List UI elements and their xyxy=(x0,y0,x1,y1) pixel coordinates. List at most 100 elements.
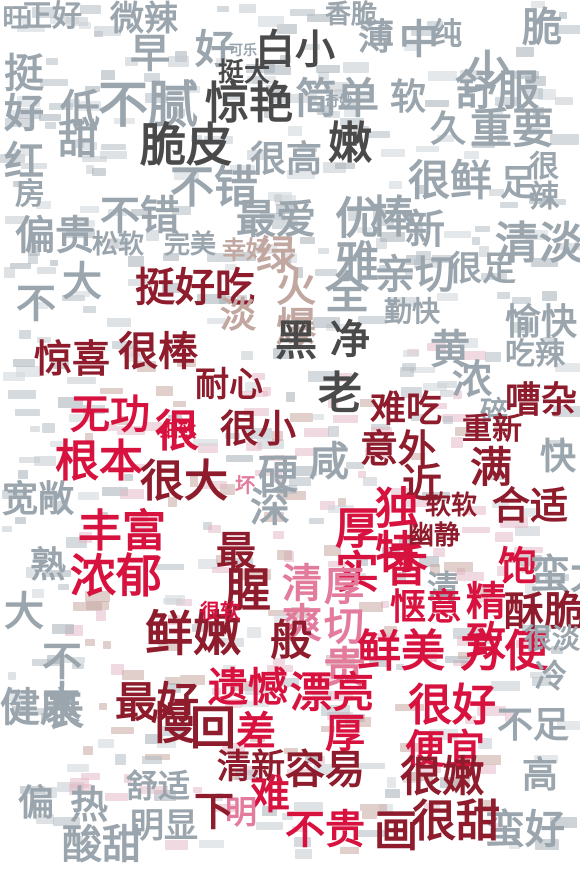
cloud-filler xyxy=(216,555,229,564)
cloud-filler xyxy=(382,547,400,557)
cloud-filler xyxy=(201,481,227,489)
cloud-filler xyxy=(353,126,369,133)
word: 薄 xyxy=(358,17,395,58)
cloud-filler xyxy=(156,564,184,570)
cloud-filler xyxy=(277,491,306,500)
cloud-filler xyxy=(216,58,227,64)
word: 遗憾 xyxy=(208,665,288,711)
cloud-filler xyxy=(246,442,262,451)
word: 厚切 xyxy=(317,565,363,645)
cloud-filler xyxy=(525,584,536,594)
cloud-filler xyxy=(247,627,261,638)
word: 足 xyxy=(500,163,537,204)
word: 饱 xyxy=(498,544,538,590)
cloud-filler xyxy=(453,391,462,399)
cloud-filler xyxy=(149,16,160,24)
word: 淡 xyxy=(220,295,257,336)
cloud-filler xyxy=(411,453,425,460)
cloud-filler xyxy=(180,675,205,685)
word: 浓 xyxy=(452,357,492,403)
word: 久 xyxy=(430,109,467,150)
cloud-filler xyxy=(368,131,390,138)
cloud-filler xyxy=(101,144,126,150)
word: 快 xyxy=(534,437,575,473)
cloud-filler xyxy=(103,641,111,649)
cloud-filler xyxy=(66,537,87,548)
word: 贵 xyxy=(317,645,366,687)
cloud-filler xyxy=(247,150,265,160)
cloud-filler xyxy=(294,837,311,847)
cloud-filler xyxy=(17,108,41,119)
cloud-filler xyxy=(307,14,332,22)
cloud-filler xyxy=(41,713,49,721)
cloud-filler xyxy=(282,813,293,820)
cloud-filler xyxy=(404,538,420,549)
cloud-filler xyxy=(83,746,93,755)
cloud-filler xyxy=(183,86,200,93)
cloud-filler xyxy=(363,477,377,486)
cloud-filler xyxy=(260,213,285,220)
cloud-filler xyxy=(244,408,269,416)
cloud-filler xyxy=(18,708,47,715)
cloud-filler xyxy=(516,640,544,648)
word: 很鲜 xyxy=(408,156,493,205)
cloud-filler xyxy=(40,494,54,500)
cloud-filler xyxy=(545,574,569,581)
cloud-filler xyxy=(550,134,579,145)
cloud-filler xyxy=(525,230,548,240)
cloud-filler xyxy=(500,202,518,208)
word: 奇妙 xyxy=(325,94,353,110)
word: 咸 xyxy=(302,440,348,480)
cloud-filler xyxy=(115,754,126,765)
word: 很高 xyxy=(250,139,323,180)
word: 长 xyxy=(37,690,83,730)
cloud-filler xyxy=(19,330,31,339)
cloud-filler xyxy=(318,72,329,80)
cloud-filler xyxy=(295,267,303,278)
cloud-filler xyxy=(340,118,364,126)
cloud-filler xyxy=(401,387,422,398)
cloud-filler xyxy=(168,415,182,421)
cloud-filler xyxy=(107,318,131,327)
word: 不 xyxy=(9,282,55,322)
word: 不错 xyxy=(170,162,258,213)
cloud-filler xyxy=(82,156,107,162)
cloud-filler xyxy=(358,316,387,324)
cloud-filler xyxy=(348,210,361,221)
word: 不大 xyxy=(35,640,81,720)
cloud-filler xyxy=(312,692,332,699)
cloud-filler xyxy=(415,763,441,773)
cloud-filler xyxy=(117,426,145,435)
cloud-filler xyxy=(191,135,202,142)
cloud-filler xyxy=(157,741,176,748)
cloud-filler xyxy=(124,474,133,481)
cloud-filler xyxy=(145,734,163,744)
word: 熟 xyxy=(30,545,67,586)
cloud-filler xyxy=(416,146,439,152)
cloud-filler xyxy=(225,264,236,270)
cloud-filler xyxy=(85,433,93,441)
cloud-filler xyxy=(371,633,395,639)
cloud-filler xyxy=(356,830,385,837)
cloud-filler xyxy=(13,359,35,367)
cloud-filler xyxy=(83,151,95,158)
word: 满 xyxy=(470,443,513,492)
cloud-filler xyxy=(42,570,71,577)
word: 厚 xyxy=(325,711,365,757)
cloud-filler xyxy=(244,222,252,233)
cloud-filler xyxy=(555,97,573,105)
cloud-filler xyxy=(324,111,340,118)
word: 回 xyxy=(190,701,236,755)
cloud-filler xyxy=(122,670,144,680)
cloud-filler xyxy=(294,466,317,476)
cloud-filler xyxy=(144,73,160,82)
cloud-filler xyxy=(76,139,84,148)
cloud-filler xyxy=(117,416,128,425)
cloud-filler xyxy=(521,565,529,573)
cloud-filler xyxy=(457,636,479,646)
cloud-filler xyxy=(493,109,503,116)
cloud-filler xyxy=(475,226,490,232)
cloud-filler xyxy=(14,149,33,156)
cloud-filler xyxy=(239,4,256,13)
cloud-filler xyxy=(482,800,494,810)
